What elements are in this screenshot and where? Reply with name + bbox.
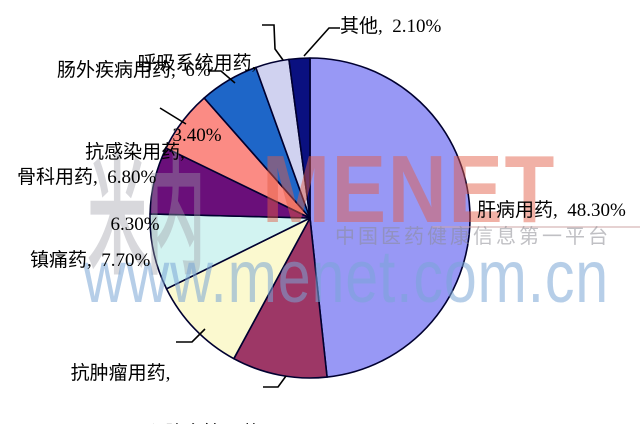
- pie-slice-cardiovascular: [233, 217, 328, 379]
- leader-antitumor: [176, 328, 206, 343]
- pie-slice-other: [288, 57, 311, 219]
- pie-slice-antitumor: [165, 217, 311, 360]
- leader-lines: [159, 24, 340, 388]
- pie-slice-liver: [309, 57, 471, 378]
- leader-respiratory: [262, 24, 284, 61]
- leader-anti-infective: [159, 107, 187, 125]
- leader-other: [303, 27, 340, 57]
- leader-cardiovascular: [263, 375, 287, 388]
- leader-parenteral: [208, 70, 236, 84]
- pie-slices: [149, 57, 471, 379]
